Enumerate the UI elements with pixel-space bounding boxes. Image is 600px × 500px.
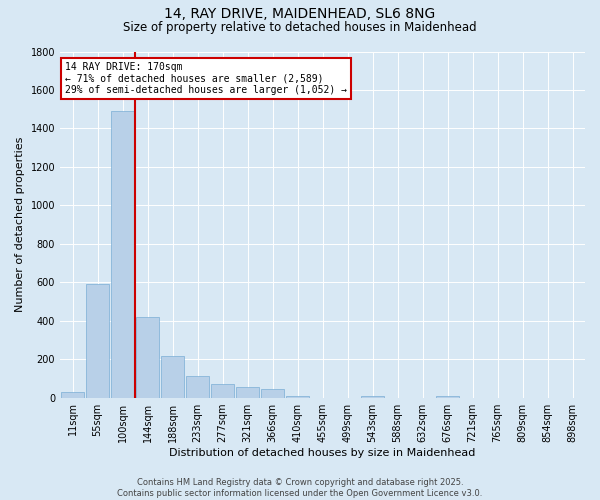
Text: 14, RAY DRIVE, MAIDENHEAD, SL6 8NG: 14, RAY DRIVE, MAIDENHEAD, SL6 8NG [164, 8, 436, 22]
Text: Size of property relative to detached houses in Maidenhead: Size of property relative to detached ho… [123, 21, 477, 34]
Bar [211, 384, 235, 398]
Y-axis label: Number of detached properties: Number of detached properties [15, 137, 25, 312]
Bar [236, 387, 259, 398]
Bar [136, 317, 160, 398]
Bar [86, 284, 109, 398]
X-axis label: Distribution of detached houses by size in Maidenhead: Distribution of detached houses by size … [169, 448, 476, 458]
Text: 14 RAY DRIVE: 170sqm
← 71% of detached houses are smaller (2,589)
29% of semi-de: 14 RAY DRIVE: 170sqm ← 71% of detached h… [65, 62, 347, 95]
Bar [61, 392, 85, 398]
Bar [260, 389, 284, 398]
Bar [185, 376, 209, 398]
Bar [361, 396, 385, 398]
Bar [161, 356, 184, 398]
Bar [436, 396, 460, 398]
Bar [110, 111, 134, 398]
Text: Contains HM Land Registry data © Crown copyright and database right 2025.
Contai: Contains HM Land Registry data © Crown c… [118, 478, 482, 498]
Bar [286, 396, 310, 398]
